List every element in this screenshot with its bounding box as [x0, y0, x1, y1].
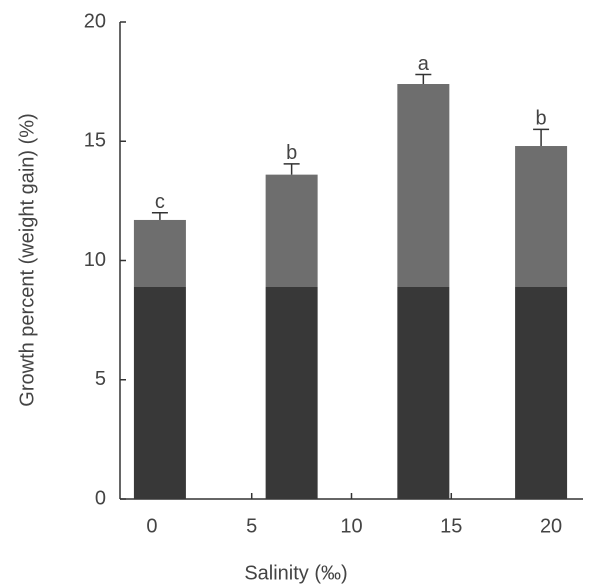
y-axis-label: Growth percent (weight gain) (%)	[16, 113, 38, 406]
x-axis-label: Salinity (‰)	[244, 562, 347, 584]
x-tick-label: 5	[246, 515, 257, 537]
y-tick-label: 5	[95, 368, 106, 390]
y-tick-label: 20	[84, 10, 106, 32]
bar	[265, 174, 318, 499]
x-tick-label: 10	[340, 515, 362, 537]
y-tick-label: 0	[95, 487, 106, 509]
x-tick-label: 0	[146, 515, 157, 537]
x-tick-label: 15	[440, 515, 462, 537]
bar	[397, 84, 450, 499]
y-tick-label: 15	[84, 130, 106, 152]
bar	[515, 146, 568, 499]
significance-letter: b	[286, 142, 297, 164]
significance-letter: a	[418, 53, 430, 75]
bar	[133, 219, 186, 499]
x-tick-label: 20	[540, 515, 562, 537]
y-tick-label: 10	[84, 249, 106, 271]
significance-letter: c	[155, 191, 165, 213]
significance-letter: b	[536, 108, 547, 130]
